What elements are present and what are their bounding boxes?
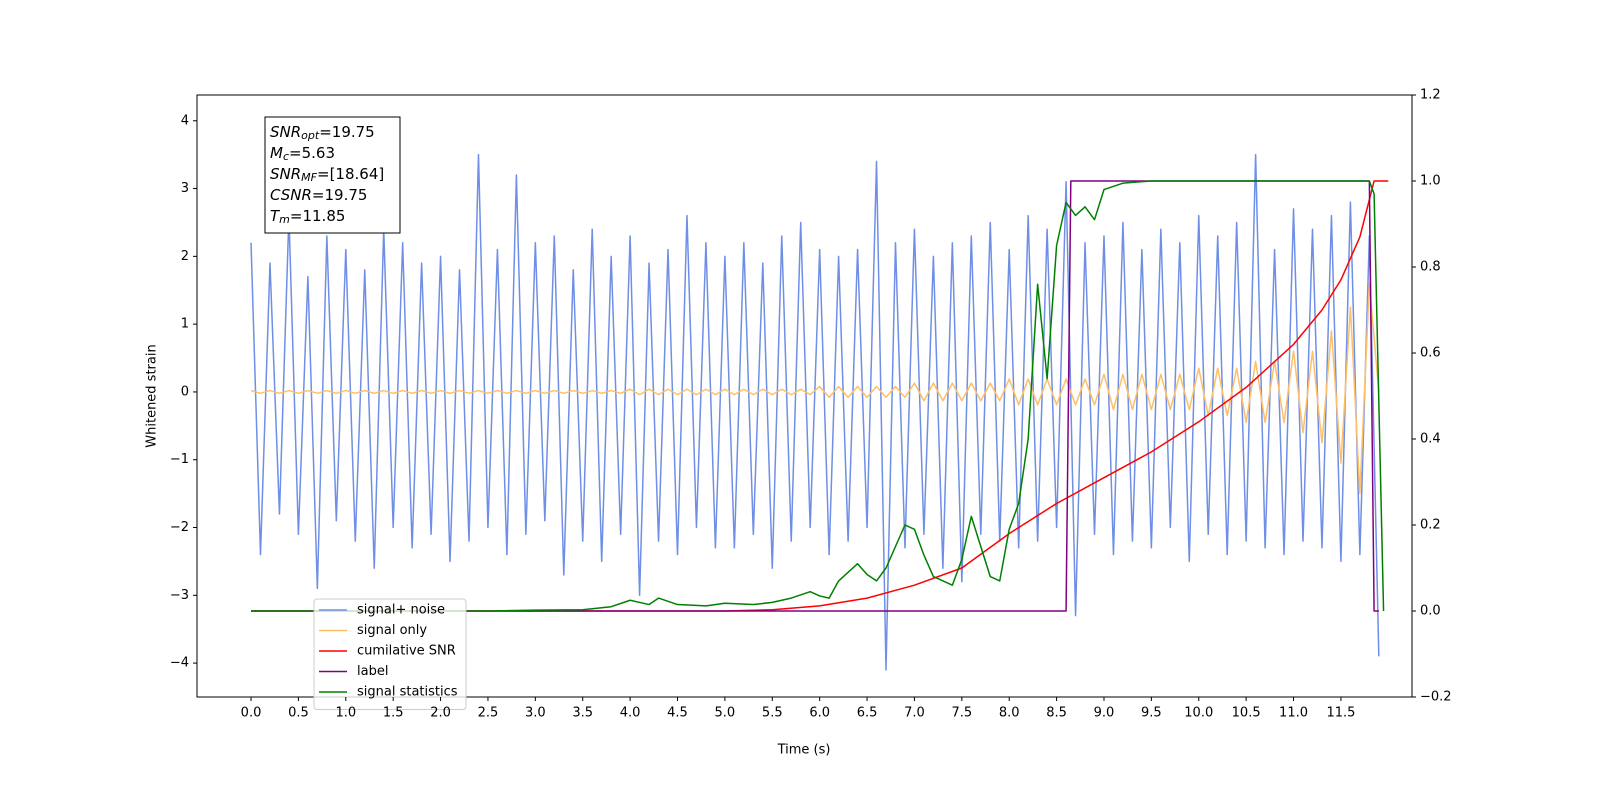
x-tick-label: 5.5 xyxy=(762,706,783,721)
y-tick-label: −1 xyxy=(170,452,189,467)
x-tick-label: 1.0 xyxy=(335,706,356,721)
x-tick-label: 2.0 xyxy=(430,706,451,721)
y-tick-label: 4 xyxy=(181,113,189,128)
y2-tick-label: 1.2 xyxy=(1420,88,1441,103)
legend-label: signal statistics xyxy=(357,685,458,700)
annotation-symbol: SNR xyxy=(270,165,301,183)
y-tick-label: 2 xyxy=(181,249,189,264)
y2-tick-label: −0.2 xyxy=(1420,690,1452,705)
legend-label: label xyxy=(357,664,388,679)
x-tick-label: 0.0 xyxy=(241,706,262,721)
legend-label: cumilative SNR xyxy=(357,644,456,659)
annotation-subscript: m xyxy=(279,213,290,226)
x-tick-label: 7.0 xyxy=(904,706,925,721)
series-line xyxy=(250,282,1380,495)
x-tick-label: 2.5 xyxy=(478,706,499,721)
legend-label: signal only xyxy=(357,623,427,638)
series-line xyxy=(251,180,1385,612)
axes-frame xyxy=(196,94,1413,698)
annotation-symbol: M xyxy=(270,144,283,162)
x-tick-label: 4.5 xyxy=(667,706,688,721)
annotation-subscript: MF xyxy=(301,171,317,184)
x-tick-label: 0.5 xyxy=(288,706,309,721)
y2-tick-label: 0.8 xyxy=(1420,260,1441,275)
annotation-symbol: SNR xyxy=(270,123,301,141)
x-tick-label: 10.5 xyxy=(1232,706,1261,721)
legend: signal+ noise signal only cumilative SNR la… xyxy=(313,598,467,710)
y2-tick-label: 0.4 xyxy=(1420,432,1441,447)
annotation-frame xyxy=(264,116,401,234)
x-axis-label: Time (s) xyxy=(777,743,831,758)
x-tick-label: 10.0 xyxy=(1184,706,1213,721)
x-tick-label: 9.5 xyxy=(1141,706,1162,721)
annotation-subscript: opt xyxy=(301,129,320,142)
y-axis-label: Whitened strain xyxy=(145,344,160,447)
x-tick-label: 6.5 xyxy=(857,706,878,721)
y-tick-label: −3 xyxy=(170,588,189,603)
annotation-subscript: c xyxy=(283,150,289,163)
x-tick-label: 8.0 xyxy=(999,706,1020,721)
annotation-box: SNRopt=19.75Mc=5.63SNRMF=[18.64]CSNR=19.… xyxy=(264,116,401,234)
y-tick-label: −4 xyxy=(170,656,189,671)
annotation-value: =19.75 xyxy=(312,186,368,204)
annotation-symbol: CSNR xyxy=(270,186,312,204)
y2-tick-label: 0.2 xyxy=(1420,518,1441,533)
x-tick-label: 7.5 xyxy=(951,706,972,721)
series-line xyxy=(250,153,1380,671)
legend-label: signal+ noise xyxy=(357,603,445,618)
annotation-value: =19.75 xyxy=(319,123,375,141)
x-tick-label: 6.0 xyxy=(809,706,830,721)
annotation-value: =5.63 xyxy=(289,144,335,162)
x-tick-label: 9.0 xyxy=(1094,706,1115,721)
legend-frame xyxy=(313,598,467,710)
annotation-value: =[18.64] xyxy=(317,165,384,183)
x-tick-label: 8.5 xyxy=(1046,706,1067,721)
x-tick-label: 5.0 xyxy=(715,706,736,721)
annotation-line: Mc=5.63 xyxy=(270,144,335,164)
y2-tick-label: 0.6 xyxy=(1420,346,1441,361)
x-tick-label: 4.0 xyxy=(620,706,641,721)
y2-tick-label: 1.0 xyxy=(1420,174,1441,189)
x-tick-label: 11.0 xyxy=(1279,706,1308,721)
annotation-line: SNRMF=[18.64] xyxy=(270,165,384,185)
y2-tick-label: 0.0 xyxy=(1420,604,1441,619)
x-tick-label: 1.5 xyxy=(383,706,404,721)
annotation-line: SNRopt=19.75 xyxy=(270,123,375,143)
plot-area xyxy=(250,153,1389,671)
x-tick-label: 11.5 xyxy=(1326,706,1355,721)
series-line xyxy=(251,180,1389,612)
y-tick-label: 0 xyxy=(181,384,189,399)
y-tick-label: −2 xyxy=(170,520,189,535)
annotation-line: CSNR=19.75 xyxy=(270,186,367,204)
annotation-symbol: T xyxy=(270,207,281,225)
y-tick-label: 1 xyxy=(181,317,189,332)
y-tick-label: 3 xyxy=(181,181,189,196)
x-tick-label: 3.5 xyxy=(572,706,593,721)
annotation-line: Tm=11.85 xyxy=(270,207,345,227)
annotation-value: =11.85 xyxy=(290,207,346,225)
x-tick-label: 3.0 xyxy=(525,706,546,721)
